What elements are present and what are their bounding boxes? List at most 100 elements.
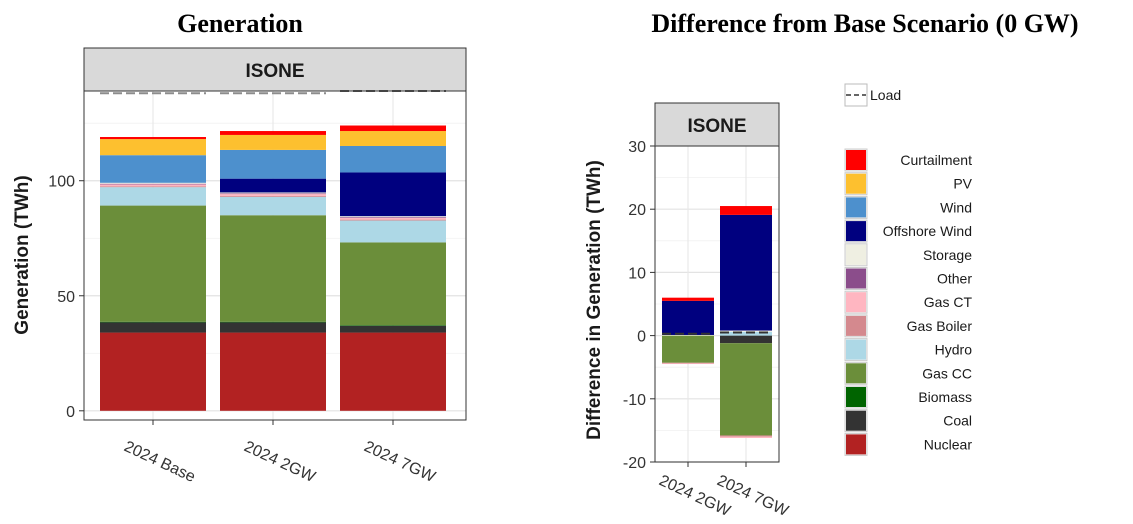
difference-y-axis-title: Difference in Generation (TWh) <box>584 160 605 440</box>
generation-x-tick-label: 2024 2GW <box>241 438 318 486</box>
difference-y-tick-label: 10 <box>628 265 646 282</box>
legend-swatch-other <box>846 268 866 289</box>
legend-swatch-biomass <box>846 387 866 407</box>
generation-bar-pv-2024-7gw <box>340 131 446 146</box>
generation-bar-offshore-wind-2024-2gw <box>220 178 326 193</box>
legend-label-other: Other <box>937 271 972 287</box>
difference-bars <box>662 206 772 438</box>
generation-bar-gas-cc-2024-7gw <box>340 242 446 326</box>
legend: Load Curtailment PV Wind Offshore Wind Stora… <box>844 83 973 456</box>
generation-bar-curtailment-2024-2gw <box>220 131 326 135</box>
difference-bar-gas-ct-2024-2gw <box>662 363 714 365</box>
difference-y-tick-label: -10 <box>623 392 646 409</box>
legend-swatch-nuclear <box>846 434 866 455</box>
difference-y-tick-label: 20 <box>628 202 646 219</box>
difference-load-lines <box>662 331 772 335</box>
generation-bar-gas-cc-2024-base <box>100 205 206 322</box>
generation-chart: ISONE 0 50 100 2024 Base 2024 2GW 2024 7GW G… <box>12 47 467 486</box>
generation-y-axis-title: Generation (TWh) <box>12 175 33 334</box>
generation-bar-nuclear-2024-2gw <box>220 332 326 411</box>
legend-label-nuclear: Nuclear <box>924 436 973 452</box>
generation-bar-gas-ct-2024-2gw <box>220 194 326 196</box>
generation-panel-strip <box>83 47 467 92</box>
legend-label-curtailment: Curtailment <box>900 152 972 168</box>
generation-bar-gas-cc-2024-2gw <box>220 215 326 322</box>
difference-plot-border <box>654 145 780 463</box>
difference-bar-offshore-wind-2024-2gw <box>662 300 714 335</box>
difference-bar-gas-cc-2024-2gw <box>662 335 714 363</box>
difference-bar-hydro-2024-7gw <box>720 331 772 336</box>
legend-label-wind: Wind <box>940 199 972 215</box>
legend-label-gas-boiler: Gas Boiler <box>907 318 973 334</box>
legend-swatch-gas-boiler <box>846 315 866 336</box>
generation-x-tick-label: 2024 Base <box>121 438 198 486</box>
generation-bar-wind-2024-base <box>100 155 206 183</box>
legend-swatch-coal <box>846 410 866 431</box>
difference-y-ticks: -20 -10 0 10 20 30 <box>623 139 655 472</box>
difference-y-tick-label: 0 <box>637 329 646 346</box>
generation-bar-curtailment-2024-base <box>100 137 206 140</box>
legend-swatch-offshore-wind <box>846 221 866 242</box>
generation-bar-offshore-wind-2024-7gw <box>340 172 446 217</box>
generation-bar-storage-2024-base <box>100 182 206 184</box>
generation-bar-storage-2024-2gw <box>220 192 326 194</box>
generation-bar-gas-boiler-2024-base <box>100 186 206 188</box>
difference-bar-curtailment-2024-2gw <box>662 297 714 301</box>
generation-bar-storage-2024-7gw <box>340 216 446 218</box>
legend-swatch-curtailment <box>846 150 866 170</box>
legend-swatch-storage <box>846 244 866 265</box>
generation-bar-curtailment-2024-7gw <box>340 125 446 132</box>
legend-label-biomass: Biomass <box>918 389 972 405</box>
legend-swatch-hydro <box>846 339 866 360</box>
generation-bar-nuclear-2024-base <box>100 332 206 411</box>
generation-bar-gas-boiler-2024-7gw <box>340 219 446 221</box>
generation-x-tick-label: 2024 7GW <box>361 438 438 486</box>
legend-label-pv: PV <box>953 176 972 192</box>
legend-swatch-gas-ct <box>846 292 866 313</box>
generation-bar-coal-2024-7gw <box>340 325 446 333</box>
generation-bar-coal-2024-2gw <box>220 322 326 333</box>
difference-panel-strip <box>654 102 780 147</box>
legend-swatch-pv <box>846 173 866 194</box>
generation-bar-coal-2024-base <box>100 322 206 333</box>
generation-bar-biomass-2024-2gw <box>220 321 326 323</box>
difference-bar-gas-ct-2024-7gw <box>720 436 772 438</box>
generation-bar-pv-2024-2gw <box>220 134 326 150</box>
generation-bar-gas-ct-2024-base <box>100 184 206 187</box>
legend-load-label: Load <box>870 87 901 103</box>
legend-label-offshore-wind: Offshore Wind <box>883 223 972 239</box>
difference-bar-curtailment-2024-7gw <box>720 206 772 215</box>
generation-bar-biomass-2024-base <box>100 321 206 323</box>
generation-bar-wind-2024-7gw <box>340 145 446 173</box>
difference-bar-gas-cc-2024-7gw <box>720 343 772 436</box>
difference-bar-gas-boiler-2024-7gw <box>720 435 772 437</box>
generation-plot-border <box>83 90 467 421</box>
generation-bar-gas-ct-2024-7gw <box>340 217 446 220</box>
difference-y-tick-label: 30 <box>628 139 646 156</box>
legend-items: Curtailment PV Wind Offshore Wind Storage Oth… <box>844 148 973 456</box>
legend-label-hydro: Hydro <box>935 342 973 358</box>
generation-y-tick-label: 0 <box>66 404 75 421</box>
difference-bar-storage-2024-7gw <box>720 330 772 332</box>
generation-bar-other-2024-7gw <box>340 217 446 218</box>
generation-bar-nuclear-2024-7gw <box>340 332 446 411</box>
difference-panel-label: ISONE <box>687 116 746 137</box>
difference-bar-offshore-wind-2024-7gw <box>720 214 772 331</box>
legend-label-gas-ct: Gas CT <box>924 294 973 310</box>
difference-bar-coal-2024-7gw <box>720 335 772 344</box>
legend-label-gas-cc: Gas CC <box>922 365 972 381</box>
difference-chart-title: Difference from Base Scenario (0 GW) <box>651 9 1078 38</box>
generation-bar-gas-boiler-2024-2gw <box>220 195 326 197</box>
legend-label-coal: Coal <box>943 413 972 429</box>
generation-bar-hydro-2024-7gw <box>340 220 446 243</box>
difference-y-tick-label: -20 <box>623 455 646 472</box>
generation-y-tick-label: 50 <box>57 289 75 306</box>
generation-bar-other-2024-base <box>100 183 206 185</box>
legend-swatch-wind <box>846 197 866 218</box>
legend-label-storage: Storage <box>923 247 972 263</box>
difference-bar-storage-2024-2gw <box>662 334 714 336</box>
generation-panel-label: ISONE <box>245 61 304 82</box>
generation-bars <box>100 125 446 411</box>
